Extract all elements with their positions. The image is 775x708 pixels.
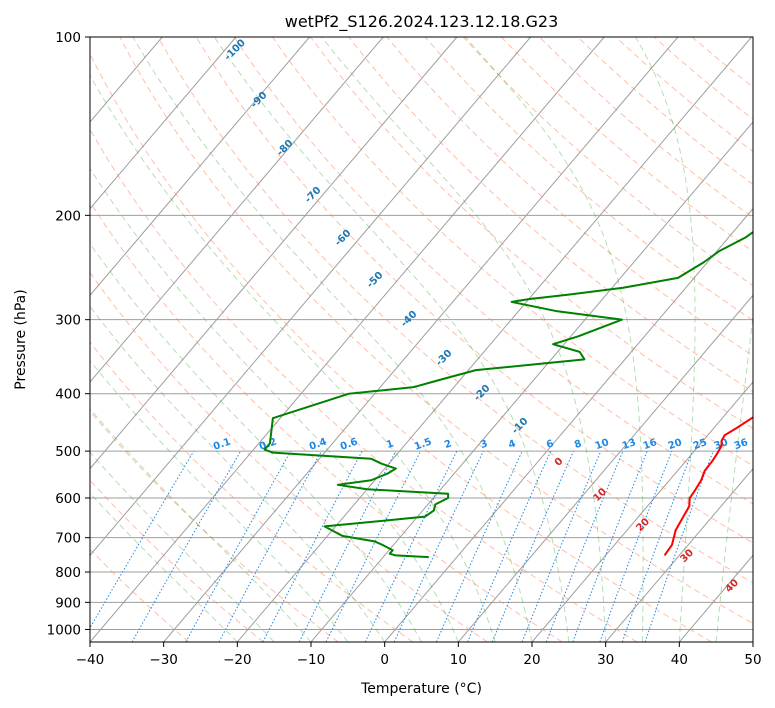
y-tick-label: 100 bbox=[55, 30, 81, 46]
dry-adiabat-line bbox=[119, 37, 753, 625]
mixing-ratio-label: 1 bbox=[385, 438, 395, 451]
mixing-ratio-line bbox=[185, 450, 292, 642]
moist-adiabat-line bbox=[90, 407, 312, 642]
x-tick-label: −40 bbox=[76, 652, 105, 668]
mixing-ratio-label: 25 bbox=[692, 437, 709, 452]
y-tick-label: 700 bbox=[55, 531, 81, 547]
isotherm-line bbox=[163, 37, 679, 642]
x-axis-label: Temperature (°C) bbox=[360, 681, 482, 697]
isotherm-line bbox=[531, 381, 753, 642]
isotherm-line bbox=[236, 37, 752, 642]
mixing-ratio-line bbox=[599, 450, 673, 642]
dry-adiabat-line bbox=[90, 341, 414, 642]
moist-adiabat-line bbox=[635, 37, 696, 642]
dry-adiabat-line bbox=[271, 37, 753, 467]
dry-adiabat-line bbox=[90, 271, 488, 642]
mixing-ratio-label: 4 bbox=[507, 438, 517, 451]
mixing-ratio-line bbox=[521, 450, 602, 642]
mixing-ratio-label: 3 bbox=[479, 438, 489, 451]
dry-adiabat-line bbox=[90, 479, 264, 642]
isotherm-line bbox=[90, 37, 605, 642]
isotherm-line bbox=[90, 37, 384, 383]
mixing-ratio-line bbox=[393, 450, 484, 642]
mixing-ratio-line bbox=[572, 450, 648, 642]
mixing-ratio-line bbox=[467, 450, 552, 642]
chart-title: wetPf2_S126.2024.123.12.18.G23 bbox=[285, 12, 559, 32]
x-tick-label: 40 bbox=[671, 652, 688, 668]
isotherm-line bbox=[457, 294, 753, 642]
y-tick-label: 1000 bbox=[47, 622, 81, 638]
x-tick-label: 10 bbox=[450, 652, 467, 668]
y-tick-label: 900 bbox=[55, 595, 81, 611]
moist-adiabat-line bbox=[464, 37, 644, 642]
y-tick-label: 800 bbox=[55, 565, 81, 581]
mixing-ratio-label: 10 bbox=[594, 437, 611, 452]
isotherm-line bbox=[90, 37, 310, 297]
moist-adiabat-line bbox=[90, 305, 386, 642]
moist-adiabat-line bbox=[90, 74, 496, 642]
moist-adiabat-line bbox=[90, 167, 459, 642]
isotherm-line bbox=[384, 207, 753, 642]
moist-adiabat-line bbox=[213, 37, 570, 642]
y-tick-label: 500 bbox=[55, 444, 81, 460]
isotherm-line bbox=[90, 37, 237, 210]
dry-adiabat-line bbox=[233, 37, 753, 505]
y-tick-label: 200 bbox=[55, 208, 81, 224]
mixing-ratio-lines bbox=[90, 450, 714, 642]
dewpoint-profile-line bbox=[263, 230, 753, 559]
dry-adiabat-line bbox=[90, 548, 190, 642]
y-tick-label: 300 bbox=[55, 313, 81, 329]
y-axis-label: Pressure (hPa) bbox=[13, 289, 29, 389]
isotherm-line bbox=[90, 37, 458, 470]
moist-adiabat-line bbox=[715, 311, 753, 642]
moist-adiabat-line bbox=[90, 242, 422, 642]
x-tick-label: −20 bbox=[223, 652, 252, 668]
x-tick-label: 50 bbox=[744, 652, 761, 668]
x-tick-label: 30 bbox=[597, 652, 614, 668]
dry-adiabat-line bbox=[310, 37, 753, 430]
dry-adiabat-line bbox=[90, 52, 712, 642]
x-tick-label: 0 bbox=[380, 652, 389, 668]
x-tick-label: −30 bbox=[149, 652, 178, 668]
moist-adiabat-line bbox=[321, 37, 607, 642]
plot-area: -100-90-80-70-60-50-40-30-20-10010203040… bbox=[90, 37, 753, 642]
mixing-ratio-label: 20 bbox=[667, 437, 684, 452]
mixing-ratio-label: 36 bbox=[733, 437, 750, 452]
dry-adiabat-line bbox=[90, 128, 638, 642]
mixing-ratio-line bbox=[491, 450, 574, 642]
mixing-ratio-label: 2 bbox=[443, 438, 453, 451]
dry-adiabat-line bbox=[462, 37, 753, 287]
pressure-gridlines bbox=[90, 37, 753, 630]
isotherm-line bbox=[605, 467, 753, 642]
x-tick-label: 20 bbox=[523, 652, 540, 668]
mixing-ratio-line bbox=[644, 450, 714, 642]
temperature-profile-line bbox=[663, 416, 753, 557]
sounding-series bbox=[263, 230, 753, 559]
isotherm-line bbox=[90, 37, 531, 557]
axis-ticks: −40 −30 −20 −10 0 10 20 30 40 50 100 200 300 400 500 60… bbox=[47, 30, 762, 668]
plot-frame bbox=[89, 36, 754, 643]
x-tick-label: −10 bbox=[297, 652, 326, 668]
mixing-ratio-label: 16 bbox=[642, 437, 659, 452]
dry-adiabat-line bbox=[348, 37, 753, 393]
mixing-ratio-label: 8 bbox=[573, 438, 583, 451]
mixing-ratio-line bbox=[364, 450, 458, 642]
y-tick-label: 400 bbox=[55, 387, 81, 403]
mixing-ratio-line bbox=[621, 450, 693, 642]
mixing-ratio-line bbox=[218, 450, 322, 642]
isotherm-lines bbox=[90, 37, 753, 642]
mixing-ratio-line bbox=[298, 450, 397, 642]
y-tick-label: 600 bbox=[55, 491, 81, 507]
moist-adiabat-lines bbox=[90, 37, 753, 642]
mixing-ratio-label: 6 bbox=[545, 438, 555, 451]
mixing-ratio-line bbox=[545, 450, 624, 642]
mixing-ratio-label: 13 bbox=[621, 437, 638, 452]
dry-adiabat-line bbox=[195, 37, 753, 544]
mixing-ratio-line bbox=[435, 450, 523, 642]
dry-adiabat-line bbox=[157, 37, 753, 584]
moist-adiabat-line bbox=[90, 359, 349, 642]
mixing-ratio-line bbox=[262, 450, 363, 642]
moist-adiabat-line bbox=[132, 37, 533, 642]
